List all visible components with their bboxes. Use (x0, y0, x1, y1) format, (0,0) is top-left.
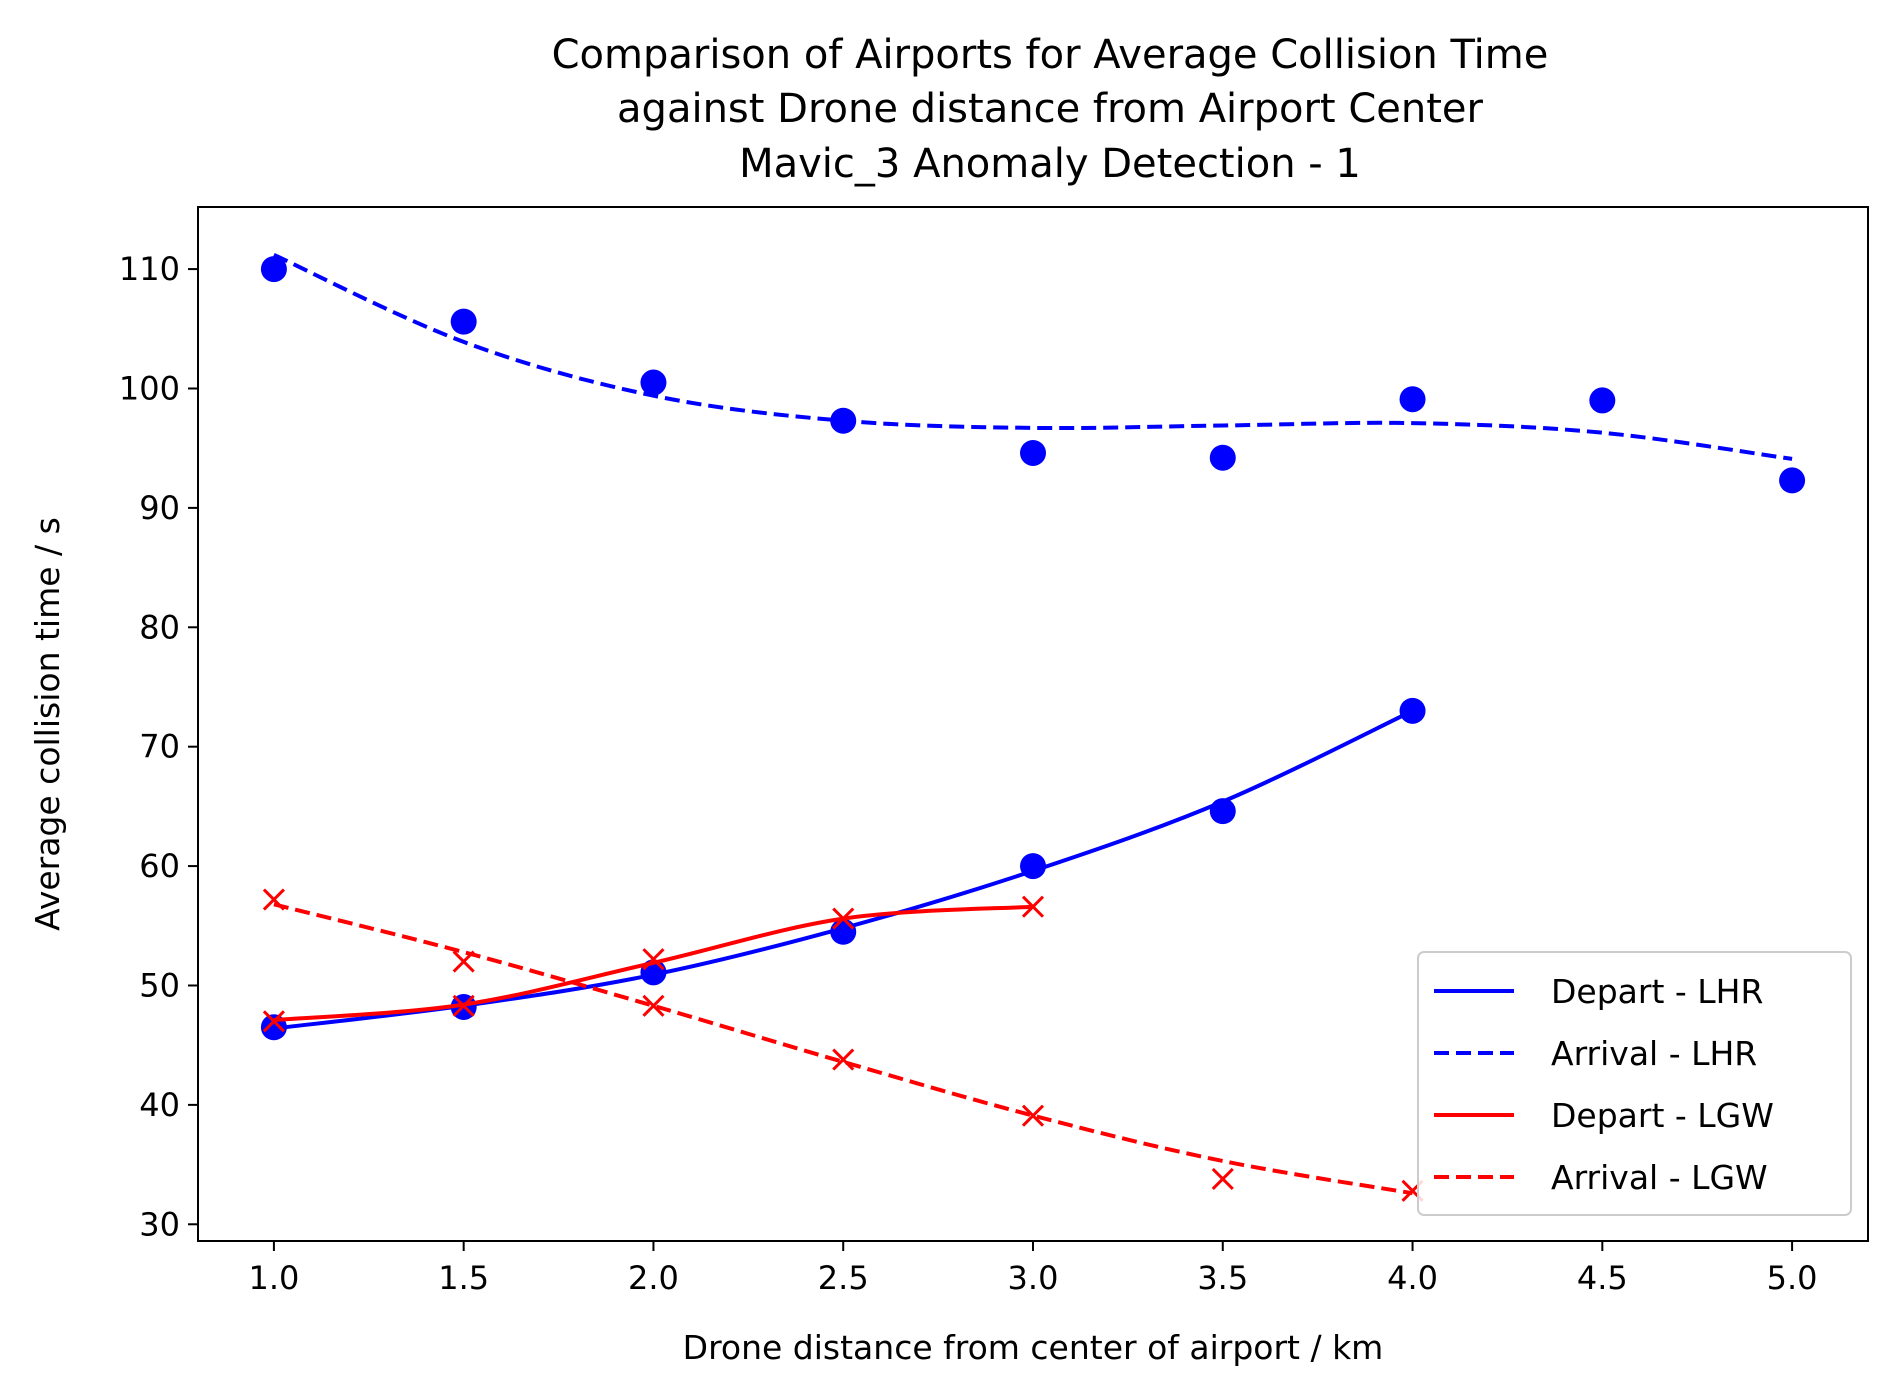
y-tick-label-3: 60 (139, 847, 180, 885)
point-arrival-lgw-3 (832, 1048, 855, 1071)
x-tick-label-1: 1.5 (438, 1259, 489, 1297)
y-tick-label-7: 100 (119, 369, 180, 407)
point-arrival-lgw-4 (1021, 1104, 1045, 1127)
point-arrival-lhr-0 (260, 256, 287, 283)
title-line-1: Comparison of Airports for Average Colli… (552, 32, 1549, 78)
point-arrival-lgw-5 (1211, 1167, 1234, 1190)
legend-label-arrival-lgw: Arrival - LGW (1551, 1158, 1768, 1197)
series-layer (260, 252, 1806, 1202)
point-arrival-lhr-5 (1209, 444, 1236, 471)
legend-label-depart-lgw: Depart - LGW (1551, 1096, 1774, 1135)
x-tick-label-4: 3.0 (1008, 1259, 1059, 1297)
fit-line-arrival-lhr (273, 252, 1793, 461)
series-arrival-lhr (260, 252, 1806, 494)
y-tick-label-2: 50 (139, 966, 180, 1004)
y-axis: 30 40 50 60 70 80 90 100 110 (119, 250, 198, 1243)
point-depart-lhr-6 (1399, 697, 1426, 724)
chart-title: Comparison of Airports for Average Colli… (552, 32, 1549, 187)
x-tick-label-5: 3.5 (1197, 1259, 1248, 1297)
point-arrival-lhr-2 (640, 369, 667, 396)
fit-line-arrival-lgw (273, 902, 1413, 1196)
point-depart-lgw-4 (1021, 895, 1045, 918)
legend: Depart - LHR Arrival - LHR Depart - LGW … (1417, 951, 1852, 1216)
x-tick-label-8: 5.0 (1767, 1259, 1818, 1297)
y-tick-label-5: 80 (139, 608, 180, 646)
y-tick-label-0: 30 (139, 1205, 180, 1243)
title-line-2: against Drone distance from Airport Cent… (617, 86, 1483, 132)
x-tick-label-2: 2.0 (628, 1259, 679, 1297)
x-axis-label: Drone distance from center of airport / … (683, 1328, 1384, 1367)
legend-label-arrival-lhr: Arrival - LHR (1551, 1034, 1757, 1073)
x-tick-label-3: 2.5 (818, 1259, 869, 1297)
point-arrival-lhr-4 (1020, 439, 1046, 466)
x-tick-label-6: 4.0 (1387, 1259, 1438, 1297)
point-arrival-lgw-2 (642, 994, 665, 1017)
point-arrival-lhr-6 (1399, 386, 1426, 413)
point-arrival-lhr-8 (1779, 467, 1806, 494)
y-tick-label-1: 40 (139, 1086, 180, 1124)
x-tick-label-0: 1.0 (248, 1259, 299, 1297)
legend-label-depart-lhr: Depart - LHR (1551, 972, 1763, 1011)
point-arrival-lhr-7 (1589, 387, 1616, 414)
series-depart-lhr (260, 697, 1426, 1041)
legend-box (1417, 951, 1852, 1216)
series-arrival-lgw (262, 888, 1424, 1202)
title-line-3: Mavic_3 Anomaly Detection - 1 (739, 141, 1361, 187)
x-axis: 1.0 1.5 2.0 2.5 3.0 3.5 4.0 4.5 5.0 (248, 1241, 1818, 1297)
fit-line-depart-lhr (273, 709, 1414, 1031)
y-axis-label: Average collision time / s (28, 517, 67, 931)
point-depart-lgw-0 (262, 1010, 285, 1033)
y-tick-label-6: 90 (139, 489, 180, 527)
point-arrival-lhr-1 (450, 308, 477, 335)
series-depart-lgw (262, 895, 1045, 1033)
fit-line-depart-lgw (273, 904, 1034, 1023)
y-tick-label-8: 110 (119, 250, 180, 288)
y-tick-label-4: 70 (139, 728, 180, 766)
x-tick-label-7: 4.5 (1577, 1259, 1628, 1297)
